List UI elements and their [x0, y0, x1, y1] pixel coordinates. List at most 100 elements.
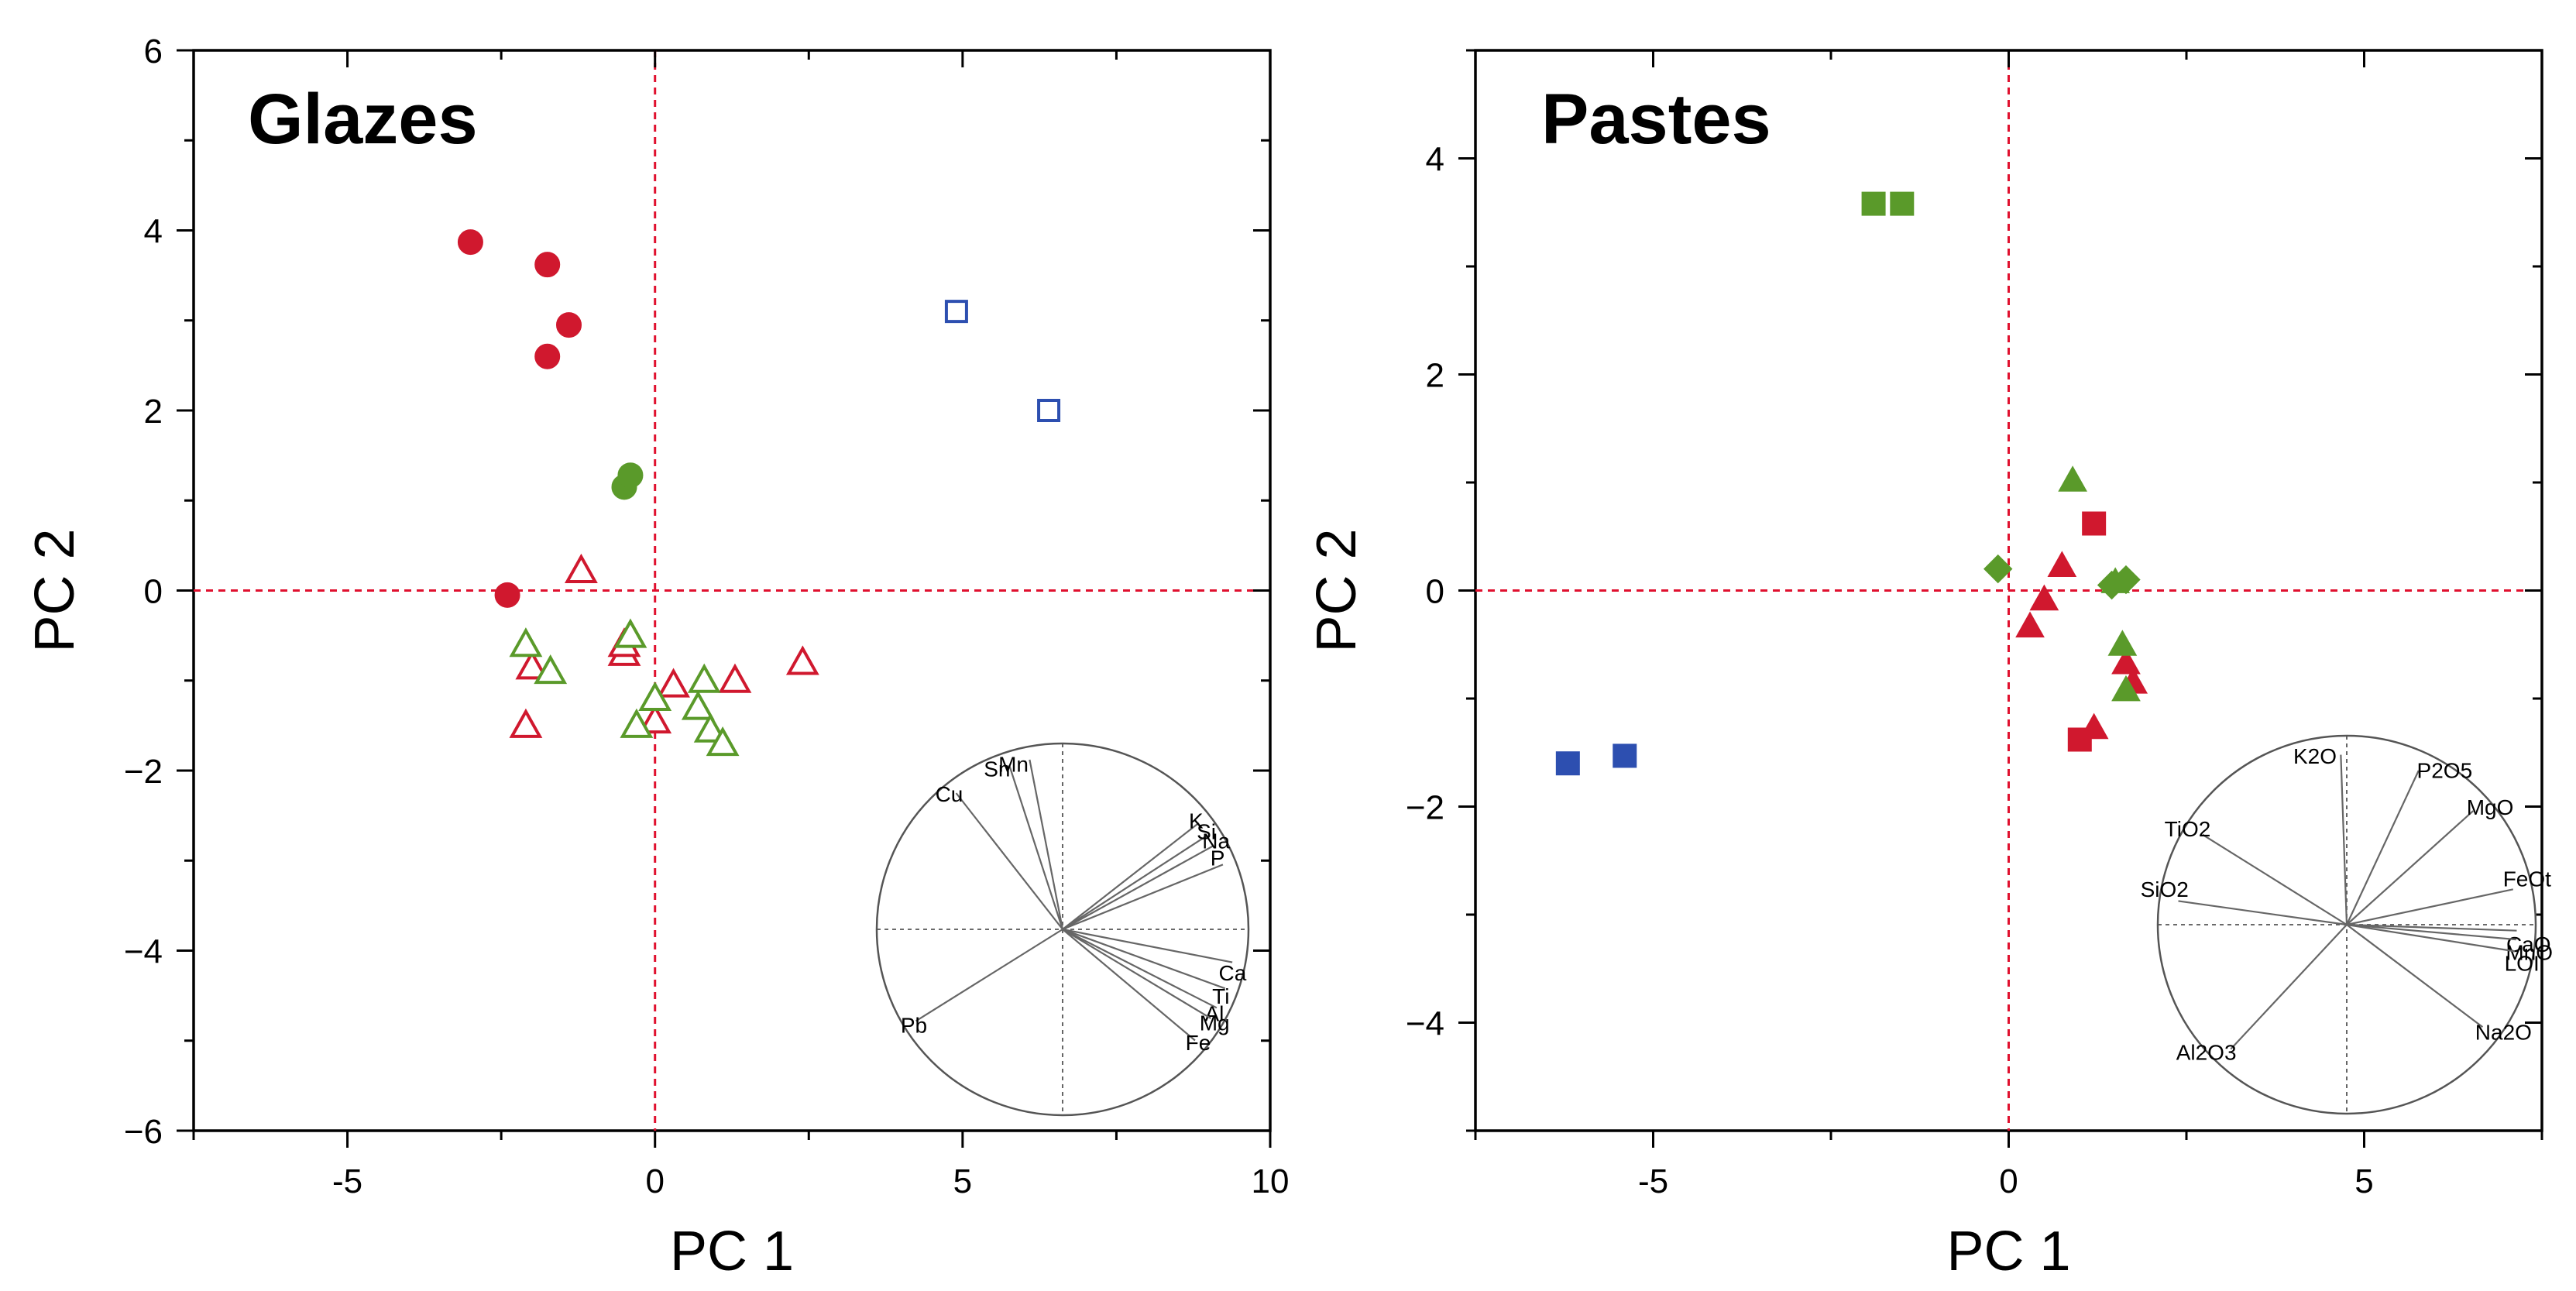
data-point-triangle [2047, 551, 2077, 577]
loading-label: Al [1204, 1001, 1224, 1025]
panel-title: Glazes [248, 80, 478, 159]
y-tick-label: −4 [1406, 1005, 1444, 1043]
loading-label: TiO2 [2165, 817, 2211, 841]
data-point-diamond [1984, 554, 2013, 584]
loading-label: FeOt [2503, 867, 2551, 891]
data-point-triangle [718, 663, 752, 693]
data-point-square [1861, 191, 1886, 216]
loading-label: Mg [1200, 1011, 1230, 1035]
x-tick-label: -5 [1638, 1162, 1668, 1200]
data-point-square [1890, 191, 1915, 216]
loading-label: K2O [2293, 744, 2337, 768]
y-tick-label: −6 [124, 1113, 163, 1151]
loading-vector [2346, 770, 2420, 925]
loading-label: Na2O [2475, 1020, 2532, 1044]
data-point-triangle [638, 681, 672, 712]
data-point-triangle [693, 712, 727, 743]
loading-vector [1062, 864, 1224, 931]
loading-vector [1062, 929, 1218, 1009]
x-tick-label: 10 [1252, 1162, 1290, 1200]
loading-label: Na [1202, 829, 1230, 853]
loading-vector [2346, 888, 2514, 926]
y-tick-label: −4 [124, 933, 163, 971]
data-point-circle [494, 582, 520, 608]
loading-vector [2346, 923, 2516, 953]
loading-label: Ca [1219, 961, 1247, 985]
y-tick-label: 0 [144, 573, 163, 611]
data-point-triangle [2058, 465, 2087, 492]
loading-label: K [1189, 809, 1204, 833]
data-point-square [2082, 511, 2107, 536]
loading-label: Ti [1212, 984, 1229, 1008]
loading-label: Fe [1186, 1031, 1211, 1055]
loading-label: Cu [936, 782, 963, 806]
data-point-triangle [681, 690, 715, 720]
pastes-panel: -5 0 5 4 2 0 −2 −4 PC 1 PC 2 Pastes K2O P2O5 MgO TiO2 S… [1306, 49, 2553, 1282]
y-tick-label: 2 [1426, 357, 1444, 395]
y-axis-label: PC 2 [1306, 528, 1368, 652]
loading-vector [2178, 900, 2348, 926]
x-tick-label: 5 [2354, 1162, 2373, 1200]
y-tick-label: 6 [144, 33, 163, 70]
data-point-triangle [509, 708, 543, 738]
data-point-triangle [509, 627, 543, 658]
data-point-triangle [534, 654, 568, 685]
y-tick-label: −2 [124, 753, 163, 791]
data-point-triangle [687, 663, 721, 693]
loading-vector [2346, 810, 2474, 925]
loading-label: P [1211, 846, 1225, 870]
data-point-circle [617, 462, 644, 489]
loading-vector [1062, 928, 1233, 963]
loading-label: Al2O3 [2176, 1040, 2237, 1064]
y-tick-label: 0 [1426, 573, 1444, 611]
loading-label: Si [1197, 820, 1216, 844]
x-tick-label: 5 [953, 1162, 972, 1200]
data-point-square [1037, 399, 1061, 422]
data-point-triangle [785, 645, 819, 675]
data-point-circle [534, 252, 561, 278]
data-point-triangle [564, 553, 598, 583]
loading-vector [1062, 929, 1196, 1042]
data-point-triangle [2107, 630, 2138, 656]
data-point-triangle [515, 650, 549, 680]
panel-title: Pastes [1541, 80, 1771, 159]
x-axis-label: PC 1 [1946, 1221, 2070, 1282]
x-axis-label: PC 1 [670, 1221, 794, 1282]
x-tick-label: 0 [1999, 1162, 2018, 1200]
loading-vector [955, 792, 1063, 930]
data-point-circle [457, 229, 483, 256]
loading-label: Mn [998, 752, 1029, 776]
loading-vector [2346, 924, 2484, 1028]
loading-vector [1062, 834, 1208, 930]
loading-label: LOI [2505, 951, 2540, 975]
loading-label: CaO [2506, 932, 2551, 956]
loading-label: Pb [901, 1014, 927, 1038]
loading-vector [2346, 923, 2516, 941]
data-point-triangle [2029, 584, 2059, 611]
data-point-triangle [620, 708, 654, 738]
x-tick-label: 0 [645, 1162, 664, 1200]
loading-vector [2346, 923, 2517, 932]
y-axis-label: PC 2 [24, 528, 86, 652]
x-tick-label: -5 [332, 1162, 362, 1200]
loading-vector [2340, 754, 2348, 925]
y-tick-label: 4 [144, 213, 163, 251]
loading-vector [1062, 822, 1200, 930]
y-tick-label: −2 [1406, 789, 1444, 827]
loading-vector [1062, 929, 1211, 1019]
loading-label: P2O5 [2417, 759, 2473, 783]
data-point-triangle [2111, 675, 2141, 702]
data-point-circle [534, 343, 561, 369]
data-point-triangle [706, 726, 740, 757]
y-tick-label: 4 [1426, 141, 1444, 179]
data-point-triangle [2015, 611, 2045, 638]
data-point-triangle [2079, 712, 2109, 740]
loading-label: MgO [2467, 795, 2514, 819]
loading-label: SiO2 [2141, 877, 2189, 901]
data-point-circle [556, 312, 582, 338]
loading-label: MnO [2506, 940, 2553, 964]
loading-label: Sn [984, 757, 1010, 781]
data-point-triangle [638, 703, 672, 734]
